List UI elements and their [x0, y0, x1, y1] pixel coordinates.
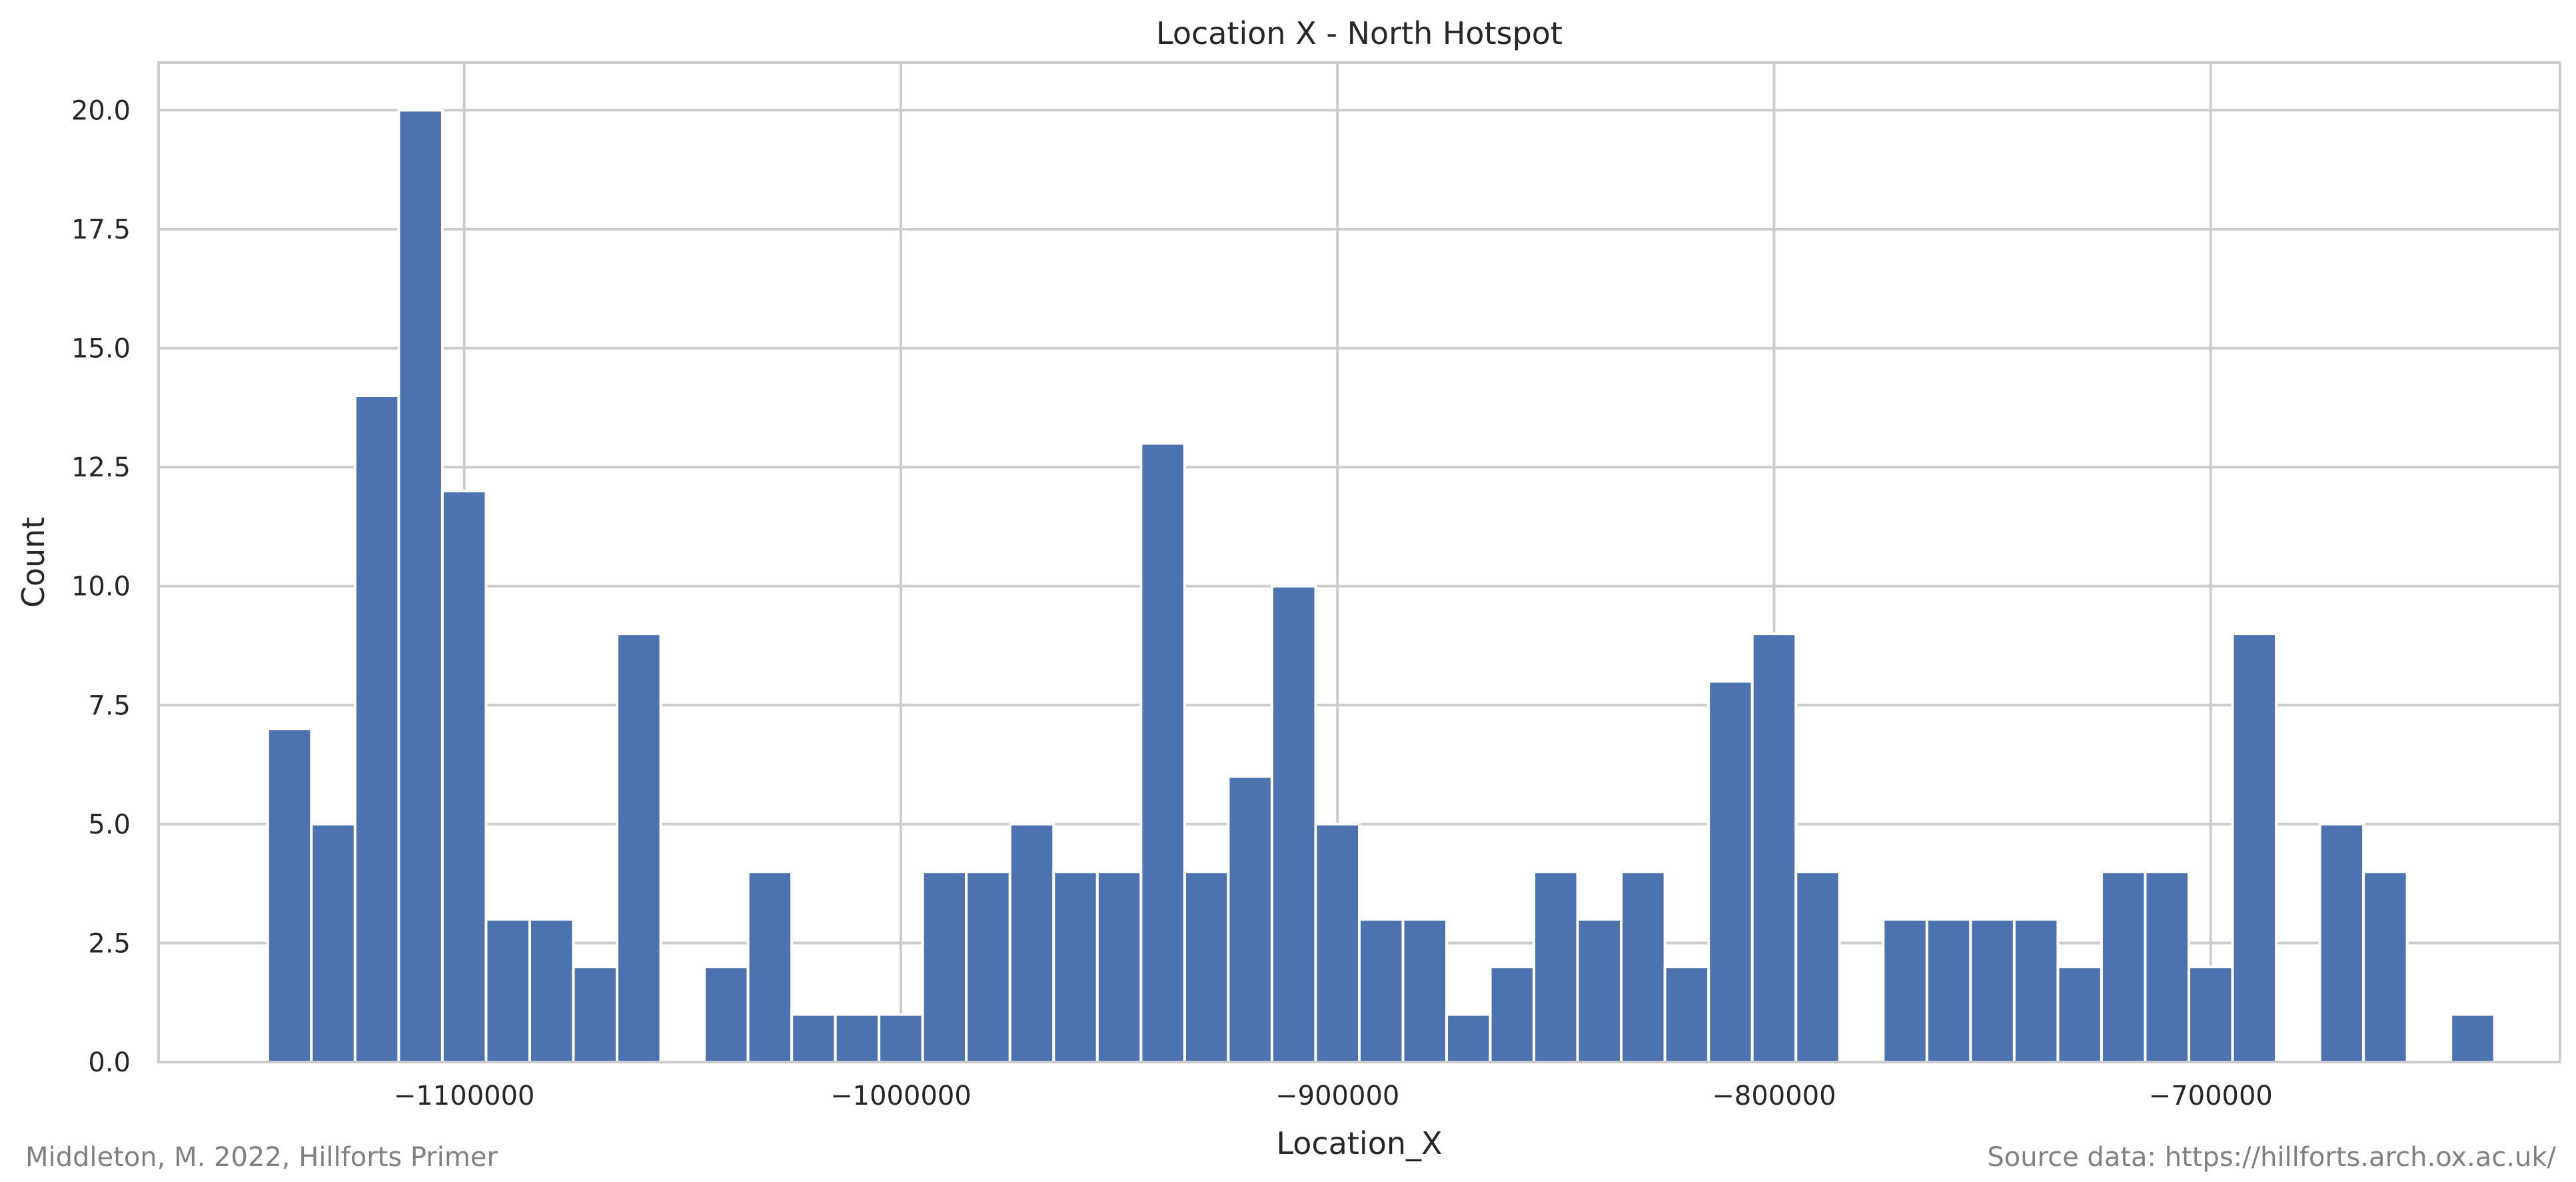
y-tick-label: 20.0 — [71, 95, 131, 126]
histogram-bar — [1794, 870, 1841, 1064]
histogram-bar — [1227, 775, 1273, 1064]
histogram-bar — [1620, 870, 1666, 1064]
histogram-bar — [1750, 632, 1798, 1063]
y-tick-label: 7.5 — [88, 690, 131, 721]
histogram-bar — [2144, 870, 2191, 1064]
histogram-bar — [1270, 584, 1317, 1063]
histogram-bar — [528, 917, 575, 1063]
footer-source: Source data: https://hillforts.arch.ox.a… — [1987, 1142, 2556, 1173]
histogram-bar — [2188, 965, 2234, 1063]
histogram-bar — [746, 870, 794, 1064]
histogram-bar — [1663, 965, 1710, 1063]
histogram-bar — [310, 822, 356, 1064]
y-tick-label: 10.0 — [71, 572, 131, 602]
y-tick-label: 15.0 — [71, 334, 131, 364]
y-axis-label: Count — [15, 517, 51, 608]
histogram-bar — [1008, 822, 1055, 1064]
histogram-bar — [1707, 680, 1754, 1063]
histogram-bar — [397, 109, 444, 1063]
histogram-bar — [484, 917, 531, 1063]
histogram-bar — [1882, 917, 1928, 1063]
histogram-bar — [965, 870, 1011, 1064]
histogram-bar — [1925, 917, 1972, 1063]
histogram-bar — [2449, 1013, 2496, 1063]
histogram-bar — [2056, 965, 2103, 1063]
y-tick-label: 0.0 — [88, 1047, 131, 1078]
histogram-bar — [2100, 870, 2147, 1064]
footer-credit: Middleton, M. 2022, Hillforts Primer — [25, 1142, 498, 1173]
y-tick-label: 17.5 — [71, 215, 131, 245]
histogram-bars — [266, 109, 2496, 1064]
y-tick-label: 2.5 — [88, 928, 131, 959]
histogram-bar — [2318, 822, 2365, 1064]
histogram-bar — [1401, 917, 1449, 1063]
histogram-bar — [2012, 917, 2060, 1063]
histogram-bar — [1445, 1013, 1492, 1063]
y-tick-label: 5.0 — [88, 810, 131, 840]
histogram-bar — [921, 870, 968, 1064]
plot-frame — [157, 61, 2561, 1063]
histogram-bar — [2362, 870, 2409, 1064]
histogram-bar — [1095, 870, 1143, 1064]
x-tick-label: −800000 — [1712, 1081, 1836, 1111]
histogram-bar — [790, 1013, 837, 1063]
tick-labels: −1100000 −1000000 −900000 −800000 −700000 0.0… — [71, 95, 2273, 1111]
histogram-bar — [2231, 632, 2278, 1063]
histogram-bar — [703, 965, 750, 1063]
histogram-bar — [1139, 442, 1186, 1063]
y-tick-label: 12.5 — [71, 452, 131, 483]
chart-title: Location X - North Hotspot — [1156, 15, 1563, 51]
histogram-bar — [616, 632, 662, 1063]
histogram-bar — [1183, 870, 1230, 1064]
histogram-bar — [1358, 917, 1405, 1063]
histogram-bar — [440, 489, 488, 1063]
histogram-bar — [1489, 965, 1536, 1063]
histogram-bar — [1052, 870, 1099, 1064]
histogram-bar — [1533, 870, 1579, 1064]
histogram-bar — [1969, 917, 2016, 1063]
histogram-bar — [834, 1013, 881, 1063]
histogram-bar — [1576, 917, 1623, 1063]
x-axis-label: Location_X — [1276, 1125, 1442, 1161]
histogram-bar — [572, 965, 619, 1063]
histogram-bar — [353, 394, 400, 1063]
x-tick-label: −900000 — [1275, 1081, 1399, 1111]
x-tick-label: −700000 — [2149, 1081, 2273, 1111]
histogram-bar — [266, 728, 313, 1063]
x-tick-label: −1100000 — [394, 1081, 535, 1111]
histogram-bar — [1314, 822, 1361, 1064]
histogram-bar — [878, 1013, 924, 1063]
x-tick-label: −1000000 — [830, 1081, 971, 1111]
